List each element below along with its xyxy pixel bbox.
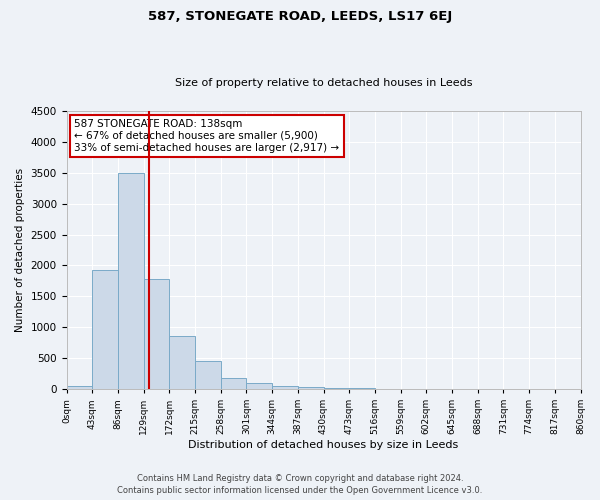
Text: Contains HM Land Registry data © Crown copyright and database right 2024.
Contai: Contains HM Land Registry data © Crown c… [118, 474, 482, 495]
Bar [272, 386, 298, 389]
Bar [323, 388, 349, 389]
Bar [67, 386, 92, 389]
Bar [169, 336, 195, 389]
Bar [195, 360, 221, 389]
Bar [221, 378, 247, 389]
Bar [298, 387, 323, 389]
Bar [247, 383, 272, 389]
Bar [143, 279, 169, 389]
Bar [92, 270, 118, 389]
Y-axis label: Number of detached properties: Number of detached properties [15, 168, 25, 332]
Bar [349, 388, 375, 389]
Bar [118, 173, 143, 389]
Text: 587 STONEGATE ROAD: 138sqm
← 67% of detached houses are smaller (5,900)
33% of s: 587 STONEGATE ROAD: 138sqm ← 67% of deta… [74, 120, 340, 152]
X-axis label: Distribution of detached houses by size in Leeds: Distribution of detached houses by size … [188, 440, 458, 450]
Title: Size of property relative to detached houses in Leeds: Size of property relative to detached ho… [175, 78, 472, 88]
Text: 587, STONEGATE ROAD, LEEDS, LS17 6EJ: 587, STONEGATE ROAD, LEEDS, LS17 6EJ [148, 10, 452, 23]
